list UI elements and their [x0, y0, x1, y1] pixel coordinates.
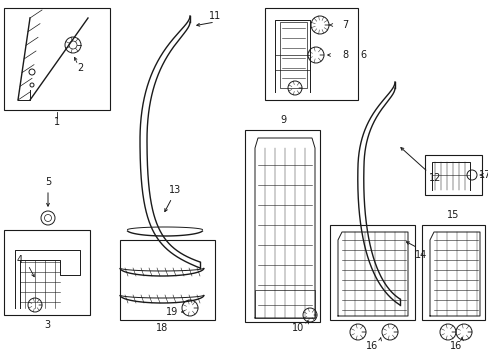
Bar [244, 130, 319, 322]
Bar [120, 240, 215, 320]
Bar [4, 230, 90, 315]
Text: 18: 18 [156, 323, 168, 333]
Bar [424, 155, 481, 195]
Text: 9: 9 [279, 115, 285, 125]
Bar [280, 22, 306, 88]
Text: 16: 16 [365, 341, 377, 351]
Text: 5: 5 [45, 177, 51, 187]
Text: 17: 17 [478, 170, 488, 180]
Text: 6: 6 [359, 50, 366, 60]
Text: 12: 12 [428, 173, 440, 183]
Text: 4: 4 [17, 255, 23, 265]
Text: 16: 16 [449, 341, 461, 351]
Text: 3: 3 [44, 320, 50, 330]
Text: 7: 7 [341, 20, 347, 30]
Bar [329, 225, 414, 320]
Text: 11: 11 [208, 11, 221, 21]
Text: 14: 14 [414, 250, 426, 260]
Bar [264, 8, 357, 100]
Bar [254, 290, 314, 318]
Text: 10: 10 [291, 323, 304, 333]
Text: 1: 1 [54, 117, 60, 127]
Text: 15: 15 [446, 210, 458, 220]
Text: 13: 13 [168, 185, 181, 195]
Bar [4, 8, 110, 110]
Text: 8: 8 [341, 50, 347, 60]
Text: 19: 19 [165, 307, 178, 317]
Text: 2: 2 [77, 63, 83, 73]
Bar [421, 225, 484, 320]
